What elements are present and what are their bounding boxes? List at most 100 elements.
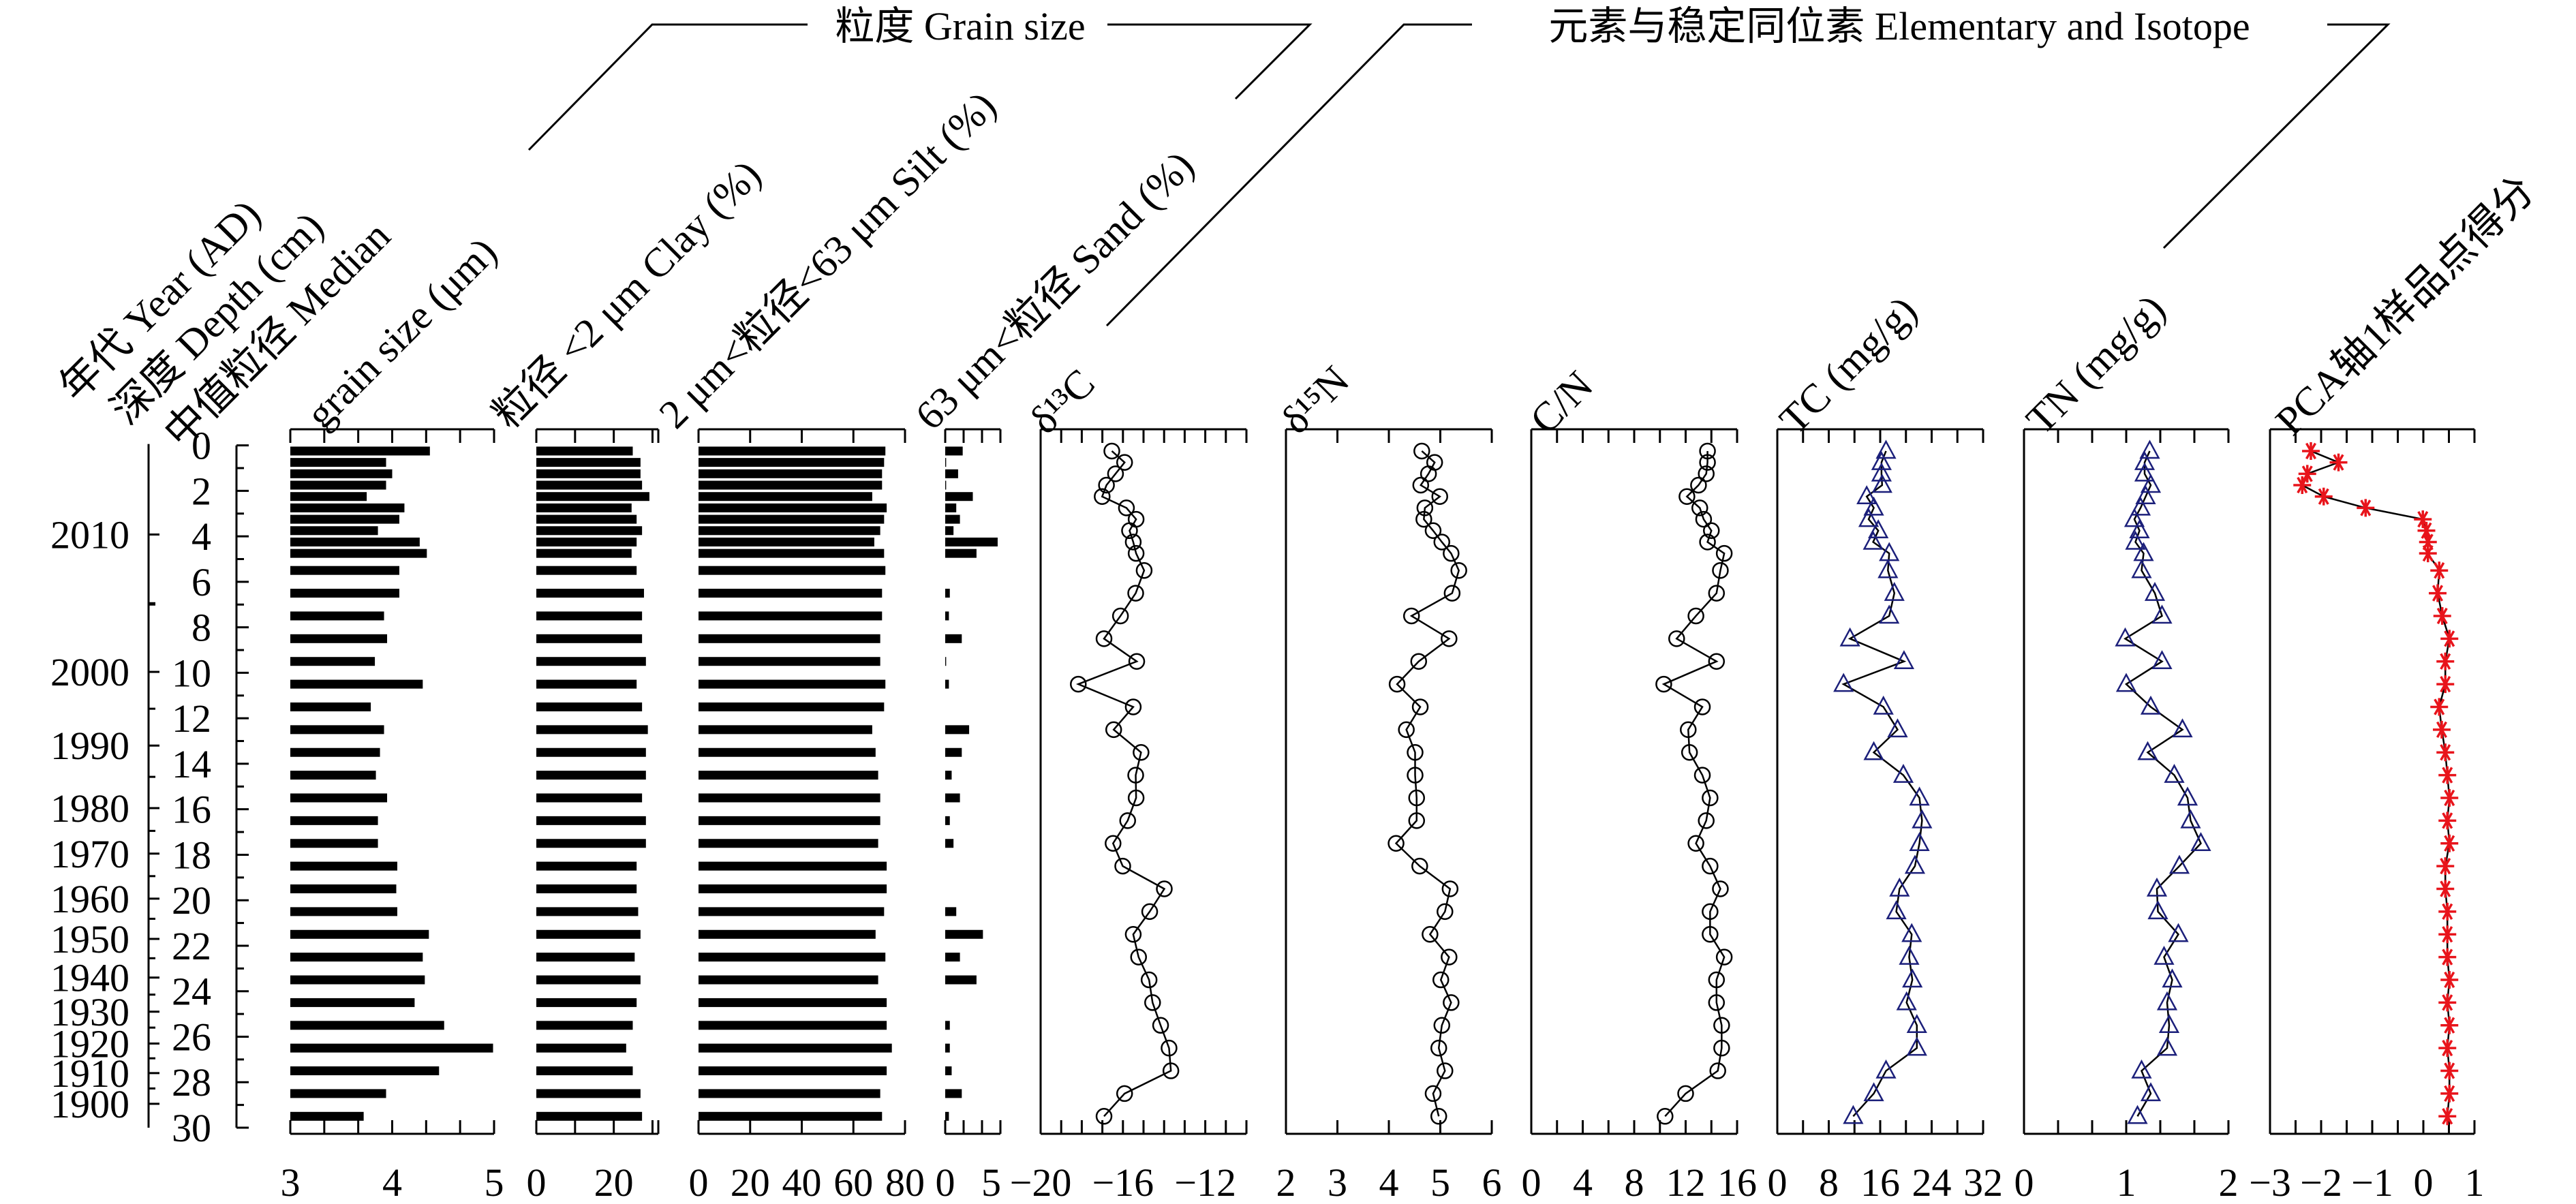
data-point-circle xyxy=(1441,630,1458,647)
data-point-triangle xyxy=(2134,462,2156,482)
data-point-star xyxy=(2357,499,2375,517)
year-tick-label: 1900 xyxy=(50,1082,129,1126)
bar xyxy=(699,725,872,735)
bar xyxy=(945,492,973,501)
x-tick-label: 24 xyxy=(1912,1160,1952,1204)
x-tick-label: −12 xyxy=(1174,1160,1236,1204)
header-tn: TN (mg/g) xyxy=(2018,286,2174,442)
x-tick-label: −2 xyxy=(2300,1160,2342,1204)
x-tick-label: 12 xyxy=(1666,1160,1706,1204)
bar xyxy=(945,816,950,825)
group-bracket-grain-size: 粒度 Grain size xyxy=(527,4,1313,151)
data-point-circle xyxy=(1433,1017,1451,1034)
data-point-circle xyxy=(1387,835,1405,852)
bar xyxy=(945,589,950,598)
data-point-star xyxy=(2438,993,2457,1012)
data-point-circle xyxy=(1693,698,1711,715)
data-point-circle xyxy=(1687,607,1704,625)
data-point-triangle xyxy=(2151,650,2173,669)
data-point-triangle xyxy=(1912,809,1933,829)
data-point-circle xyxy=(1657,1108,1674,1125)
bar xyxy=(945,747,962,757)
bar xyxy=(945,679,949,689)
bar xyxy=(290,446,430,456)
bar xyxy=(536,861,637,871)
data-point-circle xyxy=(1715,544,1733,562)
data-point-triangle xyxy=(2131,559,2152,578)
bar xyxy=(945,907,957,916)
data-point-circle xyxy=(1690,476,1707,494)
data-point-circle xyxy=(1443,585,1461,602)
data-point-circle xyxy=(1398,721,1415,739)
bar xyxy=(945,1111,949,1121)
data-point-triangle xyxy=(2129,519,2150,539)
bar xyxy=(290,1066,440,1076)
data-point-circle xyxy=(1668,630,1685,647)
data-point-circle xyxy=(1152,1017,1169,1034)
data-point-circle xyxy=(1437,903,1454,921)
bar xyxy=(290,1111,364,1121)
data-point-triangle xyxy=(1843,1105,1864,1124)
depth-tick-label: 14 xyxy=(172,742,211,786)
data-point-circle xyxy=(1408,789,1426,807)
bar xyxy=(536,634,643,643)
data-point-circle xyxy=(1420,465,1437,482)
bar xyxy=(536,657,646,666)
bar xyxy=(536,549,632,558)
data-point-triangle xyxy=(2162,968,2183,988)
x-tick-label: 5 xyxy=(485,1160,504,1204)
bar xyxy=(536,1043,626,1053)
x-tick-label: 0 xyxy=(936,1160,955,1204)
data-point-triangle xyxy=(1862,530,1884,550)
group-bracket-elementary-isotope: 元素与稳定同位素 Elementary and Isotope xyxy=(1105,4,2391,327)
year-tick-label: 1920 xyxy=(50,1021,129,1066)
data-point-triangle xyxy=(1892,763,1914,783)
depth-tick-label: 26 xyxy=(172,1015,211,1059)
bar xyxy=(536,998,637,1007)
bar xyxy=(699,503,887,512)
data-point-circle xyxy=(1116,454,1133,471)
data-point-circle xyxy=(1443,544,1460,562)
x-tick-label: 3 xyxy=(281,1160,301,1204)
x-tick-label: 0 xyxy=(527,1160,547,1204)
data-point-triangle xyxy=(2125,530,2146,550)
data-point-triangle xyxy=(1889,877,1910,897)
bar xyxy=(699,526,880,536)
header-pca: PCA轴1样品点得分 xyxy=(2267,168,2543,444)
data-point-triangle xyxy=(2168,854,2190,874)
panel-d13c: −20 −16 −12 xyxy=(1010,428,1248,1204)
x-tick-label: 32 xyxy=(1963,1160,2003,1204)
depth-tick-label: 12 xyxy=(172,696,211,741)
data-point-triangle xyxy=(1901,923,1922,942)
bar xyxy=(536,725,648,735)
bar xyxy=(536,953,635,962)
bar xyxy=(290,537,420,546)
bar xyxy=(536,458,641,467)
data-point-star xyxy=(2440,971,2459,989)
bar xyxy=(536,884,637,894)
x-tick-label: 0 xyxy=(1768,1160,1788,1204)
data-point-circle xyxy=(1413,442,1430,460)
bar xyxy=(945,1089,962,1098)
data-point-circle xyxy=(1702,926,1719,943)
data-point-triangle xyxy=(2158,1014,2180,1034)
bar xyxy=(536,679,637,689)
data-point-star xyxy=(2436,743,2455,762)
bar xyxy=(290,793,388,803)
bar xyxy=(945,458,947,467)
bar xyxy=(699,884,887,894)
x-tick-label: 16 xyxy=(1860,1160,1900,1204)
data-point-triangle xyxy=(2127,1105,2148,1124)
x-tick-label: −20 xyxy=(1010,1160,1072,1204)
data-point-circle xyxy=(1095,1108,1113,1125)
bar xyxy=(699,679,886,689)
bar xyxy=(699,793,880,803)
data-point-star xyxy=(2436,675,2455,694)
data-point-circle xyxy=(1430,1039,1447,1057)
bar xyxy=(945,480,947,490)
data-point-circle xyxy=(1678,488,1696,505)
panel-cn: 0 4 8 12 16 xyxy=(1522,428,1757,1204)
data-point-triangle xyxy=(1896,991,1917,1010)
bar xyxy=(945,503,957,512)
bar xyxy=(699,657,880,666)
